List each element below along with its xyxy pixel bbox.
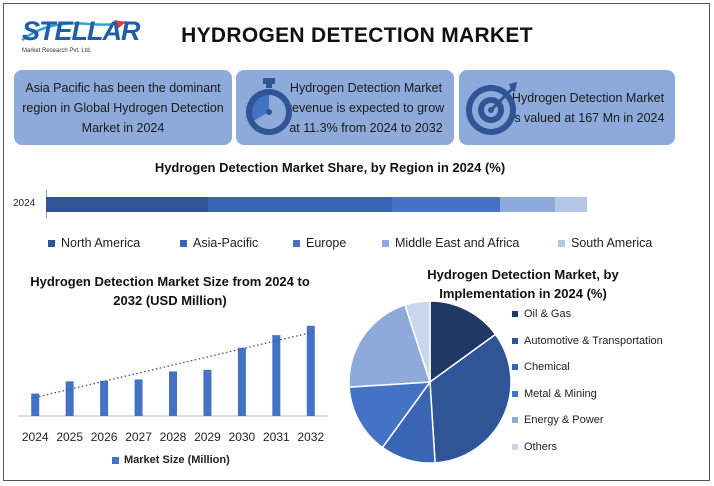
- legend-item: Energy & Power: [512, 414, 603, 426]
- region-share-chart-title: Hydrogen Detection Market Share, by Regi…: [154, 160, 506, 175]
- x-tick-label: 2031: [263, 430, 290, 444]
- x-tick-label: 2028: [160, 430, 187, 444]
- info-card-value: Hydrogen Detection Market is valued at 1…: [459, 70, 675, 145]
- info-card-region: Asia Pacific has been the dominant regio…: [14, 70, 232, 145]
- legend-label: Metal & Mining: [524, 387, 597, 400]
- page-title: HYDROGEN DETECTION MARKET: [181, 24, 533, 47]
- column-bar-2030: [237, 347, 246, 416]
- legend-item-middle-east-africa: Middle East and Africa: [382, 236, 519, 250]
- column-bar-2028: [169, 371, 177, 416]
- legend-label: South America: [571, 236, 653, 250]
- legend-item: Metal & Mining: [512, 388, 597, 400]
- legend-item-south-america: South America: [558, 236, 652, 250]
- card-text: Hydrogen Detection Market is valued at 1…: [511, 90, 665, 125]
- legend-label: Automotive & Transportation: [524, 334, 663, 347]
- legend-label: Asia-Pacific: [193, 236, 259, 250]
- legend-item-asia-pacific: Asia-Pacific: [180, 236, 258, 250]
- legend-label: North America: [61, 236, 141, 250]
- x-tick-label: 2025: [56, 430, 83, 444]
- x-tick-label: 2026: [91, 430, 118, 444]
- logo-text: STELLAR: [22, 16, 140, 46]
- stopwatch-icon: [246, 78, 292, 135]
- bar-segment-north-america: [46, 197, 209, 212]
- legend-item: Oil & Gas: [512, 308, 571, 320]
- legend-label: Others: [524, 441, 558, 453]
- legend-swatch: [112, 456, 119, 464]
- legend-item-north-america: North America: [48, 236, 140, 250]
- target-icon: [466, 82, 517, 135]
- stellar-logo: STELLAR Market Research Pvt. Ltd.: [10, 8, 140, 56]
- infographic-frame: [3, 3, 710, 481]
- legend-swatch: [512, 364, 518, 371]
- pie-slice-automotive-transportation: [429, 333, 512, 464]
- region-bar-category: 2024: [13, 198, 36, 209]
- legend-swatch: [382, 239, 389, 247]
- column-bar-2025: [65, 381, 74, 416]
- market-size-chart-title: Hydrogen Detection Market Size from 2024…: [30, 274, 310, 308]
- column-bar-2024: [31, 393, 40, 416]
- legend-swatch: [293, 239, 300, 247]
- card-text: Hydrogen Detection Market revenue is exp…: [287, 80, 445, 135]
- x-tick-label: 2032: [297, 430, 324, 444]
- x-tick-label: 2029: [194, 430, 221, 444]
- legend-swatch: [512, 337, 518, 344]
- legend-label: Europe: [306, 236, 347, 250]
- legend-swatch: [48, 239, 55, 247]
- legend-label: Middle East and Africa: [395, 236, 520, 250]
- column-bar-2031: [272, 335, 281, 416]
- column-bar-2026: [100, 380, 109, 416]
- x-tick-label: 2030: [229, 430, 256, 444]
- legend-item-europe: Europe: [293, 236, 346, 250]
- bar-segment-south-america: [554, 197, 587, 212]
- logo-tagline: Market Research Pvt. Ltd.: [22, 48, 92, 54]
- bar-segment-asia-pacific: [208, 197, 393, 212]
- column-bar-2027: [134, 379, 143, 416]
- pie-slice-others: [404, 300, 431, 383]
- legend-swatch: [512, 444, 518, 450]
- logo-swoosh-icon: [21, 20, 127, 41]
- legend-swatch: [512, 390, 518, 397]
- legend-item: Chemical: [512, 361, 570, 373]
- legend-label: Chemical: [524, 361, 570, 374]
- bar-segment-europe: [392, 197, 501, 212]
- legend-label: Energy & Power: [524, 414, 604, 427]
- region-stacked-bar: [46, 197, 587, 212]
- column-bar-2032: [306, 325, 315, 416]
- info-card-growth: Hydrogen Detection Market revenue is exp…: [236, 70, 454, 145]
- region-legend: North America Asia-Pacific Europe Middle…: [0, 236, 714, 252]
- market-size-legend: Market Size (Million): [112, 454, 230, 466]
- legend-label: Market Size (Million): [124, 454, 230, 466]
- legend-swatch: [512, 417, 518, 424]
- legend-label: Oil & Gas: [524, 308, 572, 320]
- pie-slice-metal-mining: [348, 381, 432, 449]
- legend-item: Automotive & Transportation: [512, 335, 663, 347]
- pie-slice-energy-power: [348, 304, 432, 388]
- legend-swatch: [512, 311, 518, 317]
- bar-segment-middle-east-and-africa: [500, 197, 555, 212]
- pie-slice-oil-gas: [429, 300, 497, 384]
- card-text: Asia Pacific has been the dominant regio…: [22, 80, 224, 135]
- legend-item: Others: [512, 441, 557, 453]
- column-bar-2029: [203, 369, 212, 416]
- x-tick-label: 2027: [125, 430, 152, 444]
- implementation-chart-title: Hydrogen Detection Market, by Implementa…: [427, 267, 619, 301]
- trendline: [31, 331, 315, 399]
- legend-swatch: [558, 239, 565, 247]
- x-tick-label: 2024: [22, 430, 49, 444]
- legend-swatch: [180, 239, 187, 247]
